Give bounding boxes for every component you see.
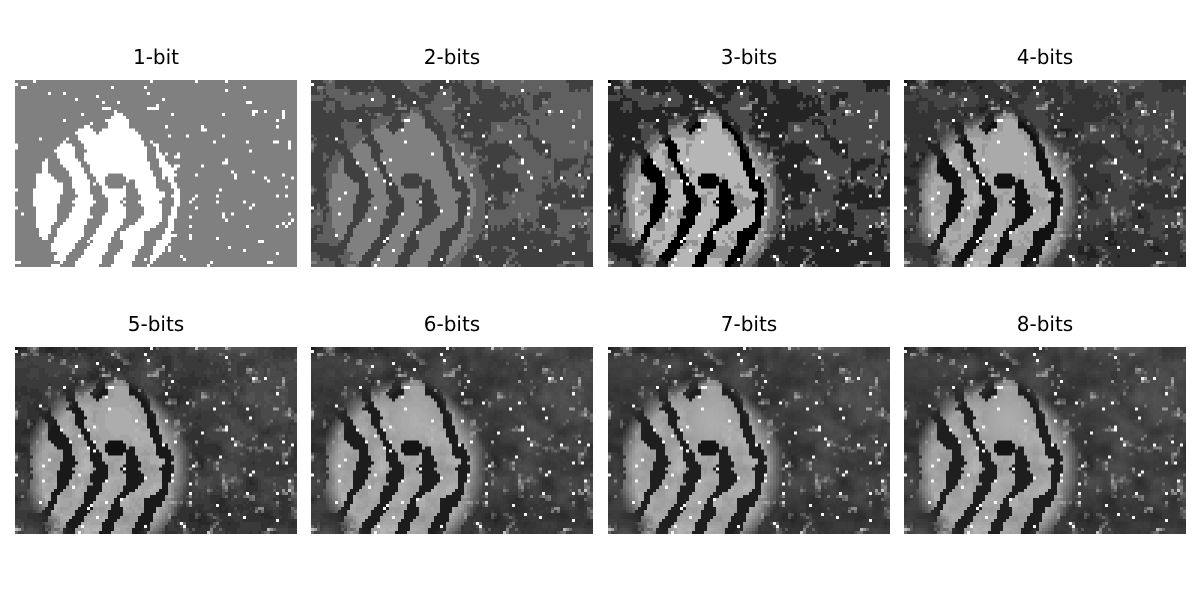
panel-8-bits: 8-bits bbox=[904, 312, 1186, 534]
panel-1-bit: 1-bit bbox=[15, 45, 297, 267]
panel-title: 8-bits bbox=[1016, 312, 1074, 336]
panel-6-bits: 6-bits bbox=[311, 312, 593, 534]
panel-title: 2-bits bbox=[423, 45, 481, 69]
panel-3-bits: 3-bits bbox=[608, 45, 890, 267]
tiger-image-7-bits bbox=[608, 347, 890, 534]
panel-2-bits: 2-bits bbox=[311, 45, 593, 267]
tiger-image-3-bits bbox=[608, 80, 890, 267]
panel-title: 5-bits bbox=[127, 312, 185, 336]
panel-title: 7-bits bbox=[720, 312, 778, 336]
tiger-image-1-bit bbox=[15, 80, 297, 267]
tiger-image-8-bits bbox=[904, 347, 1186, 534]
panel-title: 6-bits bbox=[423, 312, 481, 336]
tiger-image-5-bits bbox=[15, 347, 297, 534]
tiger-image-4-bits bbox=[904, 80, 1186, 267]
tiger-image-2-bits bbox=[311, 80, 593, 267]
panel-title: 4-bits bbox=[1016, 45, 1074, 69]
panel-title: 3-bits bbox=[720, 45, 778, 69]
panel-5-bits: 5-bits bbox=[15, 312, 297, 534]
panel-4-bits: 4-bits bbox=[904, 45, 1186, 267]
panel-title: 1-bit bbox=[132, 45, 180, 69]
tiger-image-6-bits bbox=[311, 347, 593, 534]
panel-7-bits: 7-bits bbox=[608, 312, 890, 534]
